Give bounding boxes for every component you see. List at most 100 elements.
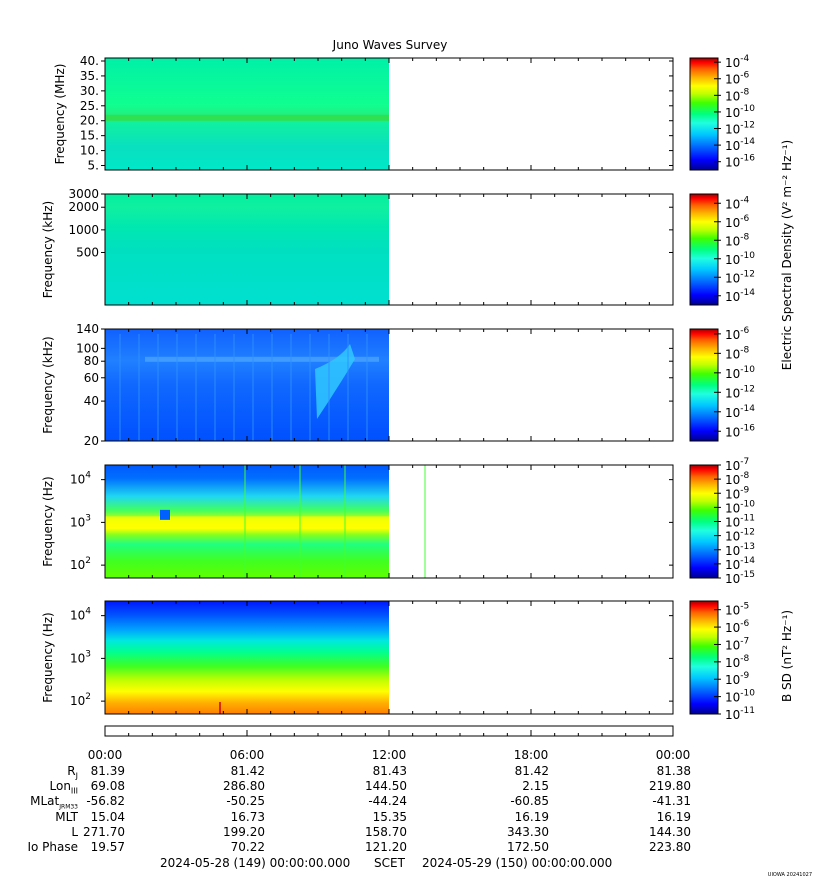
ephemeris-row-sub: III	[70, 786, 78, 796]
ephemeris-value: 81.38	[656, 764, 691, 778]
y-tick-exponent: 2	[85, 556, 91, 566]
colorbar	[690, 194, 718, 305]
ephemeris-value: 69.08	[90, 779, 125, 794]
ephemeris-value: 15.04	[90, 809, 125, 824]
y-tick-label: 103	[70, 513, 91, 529]
colorbar-tick-exponent: -8	[740, 471, 749, 481]
ephemeris-row-label: MLatJRM33	[30, 794, 78, 811]
ephemeris-value: 271.70	[83, 824, 125, 839]
colorbar-tick-label: 10-10	[725, 251, 755, 267]
ephemeris-value: 158.70	[365, 824, 407, 839]
colorbar-tick-exponent: -8	[740, 345, 749, 355]
y-tick-exponent: 3	[85, 513, 91, 523]
colorbar-tick-label: 10-10	[725, 365, 755, 381]
colorbar-frame	[689, 57, 719, 171]
ephemeris-value: 286.80	[223, 779, 265, 794]
panel-1: 40.35.30.25.20.15.10.5. Frequency (MHz) 10…	[53, 54, 755, 173]
emission-band	[145, 356, 379, 362]
colorbar-tick-label: 10-16	[725, 154, 755, 170]
emission-patch	[160, 509, 170, 520]
colorbar-tick-exponent: -11	[740, 514, 755, 524]
colorbar-tick-exponent: -4	[740, 195, 749, 205]
time-label: 00:00	[655, 748, 691, 762]
y-tick-label: 2000	[68, 200, 99, 214]
y-tick-label: 1000	[68, 223, 99, 237]
ephemeris-value: -44.24	[368, 794, 407, 809]
colorbar	[690, 465, 718, 578]
colorbar-tick-exponent: -13	[740, 542, 755, 552]
y-tick-label: 40	[84, 394, 99, 408]
y-tick-exponent: 4	[85, 607, 91, 617]
colorbar-tick-exponent: -12	[740, 528, 755, 538]
colorbar-tick-exponent: -10	[740, 499, 755, 509]
y-tick-label: 102	[70, 556, 91, 572]
ephemeris-value: 144.50	[365, 779, 407, 794]
y-tick-label: 80	[84, 354, 99, 368]
colorbar-tick-label: 10-8	[725, 232, 750, 248]
colorbar-tick-exponent: -11	[740, 706, 755, 716]
colorbar-frame	[689, 328, 719, 442]
colorbar-tick-label: 10-6	[725, 326, 750, 342]
colorbar-tick-exponent: -7	[740, 636, 749, 646]
y-tick-label: 40.	[80, 54, 99, 68]
ephemeris-value: 2.15	[522, 779, 549, 794]
colorbar-tick-label: 10-5	[725, 602, 749, 618]
emission-arc	[315, 344, 355, 419]
spectrogram-fill	[105, 58, 389, 170]
y-tick-label: 103	[70, 649, 91, 665]
colorbar	[690, 601, 718, 714]
y-tick-exponent: 3	[85, 649, 91, 659]
ephemeris-row-label: MLT	[55, 809, 78, 824]
y-tick-label: 104	[70, 607, 91, 623]
ephemeris-row-sub: JRM33	[59, 803, 78, 811]
colorbar-tick-exponent: -10	[740, 251, 755, 261]
colorbar-tick-label: 10-4	[725, 195, 750, 211]
colorbar-tick-exponent: -16	[740, 154, 755, 164]
emission-band	[105, 516, 389, 529]
ephemeris-value: 15.35	[372, 809, 407, 824]
colorbar-tick-exponent: -4	[740, 54, 749, 64]
colorbar-tick-label: 10-10	[725, 689, 755, 705]
y-tick-label: 5.	[88, 159, 99, 173]
colorbar-tick-exponent: -10	[740, 689, 755, 699]
ephemeris-value: 223.80	[649, 840, 691, 854]
ephemeris-value: 81.43	[372, 764, 407, 778]
ephemeris-value: 16.19	[656, 809, 691, 824]
colorbar-tick-exponent: -6	[740, 214, 749, 224]
ephemeris-value: 172.50	[507, 840, 549, 854]
ephemeris-value: -41.31	[652, 794, 691, 809]
colorbar-tick-exponent: -10	[740, 104, 755, 114]
ephemeris-value: 19.57	[90, 840, 125, 854]
time-axis	[104, 725, 674, 737]
credit-label: UIOWA 20241027	[768, 872, 812, 878]
colorbar-tick-exponent: -9	[740, 671, 749, 681]
footer-end-time: 2024-05-29 (150) 00:00:00.000	[422, 856, 613, 870]
ephemeris-value: 81.42	[514, 764, 549, 778]
ephemeris-value: 121.20	[365, 840, 407, 854]
ephemeris-value: 144.30	[649, 824, 691, 839]
ephemeris-row-label: L	[71, 824, 78, 839]
y-tick-exponent: 2	[85, 692, 91, 702]
y-axis-label: Frequency (kHz)	[41, 201, 55, 298]
colorbar-tick-label: 10-10	[725, 104, 755, 120]
y-tick-label: 25.	[80, 99, 99, 113]
y-tick-label: 10.	[80, 144, 99, 158]
colorbar-tick-exponent: -5	[740, 602, 749, 612]
colorbar-tick-label: 10-12	[725, 121, 755, 137]
y-axis-label: Frequency (Hz)	[41, 476, 55, 567]
ephemeris-row-label: LonIII	[49, 779, 79, 796]
colorbar-tick-exponent: -6	[740, 619, 749, 629]
time-label: 00:00	[87, 748, 123, 762]
ephemeris-value: 16.73	[230, 809, 265, 824]
y-tick-label: 104	[70, 471, 91, 487]
colorbar-tick-exponent: -9	[740, 485, 749, 495]
colorbar-tick-exponent: -6	[740, 326, 749, 336]
y-tick-exponent: 4	[85, 471, 91, 481]
colorbar-label: B SD (nT² Hz⁻¹)	[780, 610, 794, 702]
y-tick-label: 15.	[80, 129, 99, 143]
colorbar-frame	[689, 600, 719, 715]
colorbar-tick-exponent: -14	[740, 556, 755, 566]
